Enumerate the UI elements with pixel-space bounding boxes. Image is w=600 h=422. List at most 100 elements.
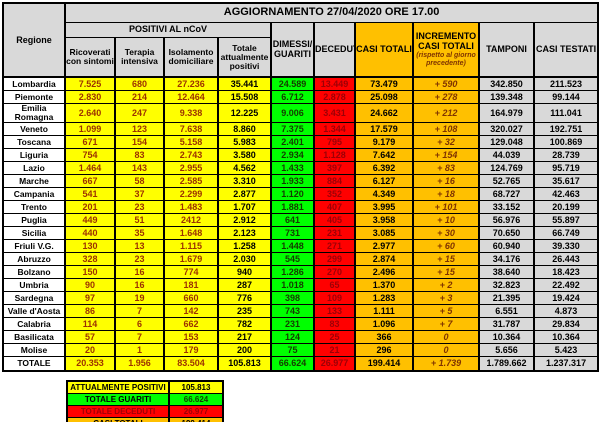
value-cell: 83 — [313, 317, 356, 332]
table-row: Bolzano 150 16 774 940 1.286 270 2.496 + 15 38.64… — [2, 265, 600, 280]
value-cell: + 30 — [412, 226, 480, 241]
region-name: Basilicata — [2, 330, 66, 345]
value-cell: 75 — [270, 343, 315, 358]
value-cell: + 101 — [412, 200, 480, 215]
value-cell: 4.562 — [217, 161, 272, 176]
region-name: Campania — [2, 187, 66, 202]
region-name: Toscana — [2, 135, 66, 150]
value-cell: 352 — [313, 187, 356, 202]
table-row: Umbria 90 16 181 287 1.018 65 1.370 + 2 32.823 22.… — [2, 278, 600, 293]
summary-value: 26.977 — [168, 405, 224, 419]
value-cell: 1.448 — [270, 239, 315, 254]
table-row: Calabria 114 6 662 782 231 83 1.096 + 7 31.787 29.… — [2, 317, 600, 332]
value-cell: 1.648 — [163, 226, 219, 241]
value-cell: 1.096 — [354, 317, 414, 332]
value-cell: 1.433 — [270, 161, 315, 176]
value-cell: 34.176 — [478, 252, 535, 267]
value-cell: 23 — [114, 200, 165, 215]
summary-row-attualmente-positivi: ATTUALMENTE POSITIVI 105.813 — [66, 380, 224, 395]
value-cell: 99.144 — [532, 90, 600, 105]
value-cell: 114 — [64, 317, 116, 332]
value-cell: 366 — [354, 330, 414, 345]
value-cell: 743 — [270, 304, 315, 319]
table-row: Toscana 671 154 5.158 5.983 2.401 795 9.179 + 32… — [2, 135, 600, 150]
summary-label: ATTUALMENTE POSITIVI — [66, 380, 170, 395]
value-cell: 29.834 — [532, 317, 600, 332]
region-name: Puglia — [2, 213, 66, 228]
value-cell: + 10 — [412, 213, 480, 228]
totale-row: TOTALE 20.353 1.956 83.504 105.813 66.624 26.9… — [2, 356, 600, 372]
value-cell: 1.018 — [270, 278, 315, 293]
value-cell: 235 — [217, 304, 272, 319]
value-cell: 3.085 — [354, 226, 414, 241]
value-cell: + 3 — [412, 291, 480, 306]
value-cell: 20 — [64, 343, 116, 358]
table-title: AGGIORNAMENTO 27/04/2020 ORE 17.00 — [63, 2, 600, 23]
value-cell: 150 — [64, 265, 116, 280]
value-cell: 1.128 — [313, 148, 356, 163]
region-name: Sardegna — [2, 291, 66, 306]
value-cell: 37 — [114, 187, 165, 202]
col-header-incremento: INCREMENTO CASI TOTALI (rispetto al gior… — [412, 22, 480, 78]
region-name: Lazio — [2, 161, 66, 176]
value-cell: + 15 — [412, 265, 480, 280]
region-name: Liguria — [2, 148, 66, 163]
table-row: Piemonte 2.830 214 12.464 15.508 6.712 2.878 25… — [2, 90, 600, 105]
value-cell: 270 — [313, 265, 356, 280]
value-cell: 342.850 — [478, 76, 535, 92]
value-cell: 123 — [114, 122, 165, 137]
value-cell: 39.330 — [532, 239, 600, 254]
value-cell: 70.650 — [478, 226, 535, 241]
value-cell: 5.423 — [532, 343, 600, 358]
value-cell: 662 — [163, 317, 219, 332]
value-cell: + 2 — [412, 278, 480, 293]
value-cell: 192.751 — [532, 122, 600, 137]
value-cell: 13.449 — [313, 76, 356, 92]
value-cell: 35.617 — [532, 174, 600, 189]
value-cell: 68.727 — [478, 187, 535, 202]
region-name: Piemonte — [2, 90, 66, 105]
value-cell: 97 — [64, 291, 116, 306]
value-cell: 2.878 — [313, 90, 356, 105]
value-cell: 8.860 — [217, 122, 272, 137]
value-cell: 299 — [313, 252, 356, 267]
col-header-casi-totali: CASI TOTALI — [354, 22, 414, 78]
value-cell: 405 — [313, 213, 356, 228]
value-cell: 782 — [217, 317, 272, 332]
value-cell: 133 — [313, 304, 356, 319]
col-header-ricoverati: Ricoverati con sintomi — [64, 37, 116, 78]
value-cell: 20.353 — [64, 356, 116, 372]
summary-label: CASI TOTALI — [66, 417, 170, 422]
value-cell: 27.236 — [163, 76, 219, 92]
value-cell: 7.375 — [270, 122, 315, 137]
value-cell: 3.995 — [354, 200, 414, 215]
value-cell: 25.098 — [354, 90, 414, 105]
value-cell: 1.933 — [270, 174, 315, 189]
value-cell: 9.338 — [163, 103, 219, 124]
value-cell: 38.640 — [478, 265, 535, 280]
value-cell: 541 — [64, 187, 116, 202]
col-header-totale-positivi: Totale attualmente positivi — [217, 37, 272, 78]
value-cell: 7.638 — [163, 122, 219, 137]
value-cell: 142 — [163, 304, 219, 319]
incremento-note: (rispetto al giorno precedente) — [416, 52, 476, 67]
value-cell: 398 — [270, 291, 315, 306]
value-cell: 109 — [313, 291, 356, 306]
region-name: Umbria — [2, 278, 66, 293]
value-cell: 31.787 — [478, 317, 535, 332]
value-cell: + 590 — [412, 76, 480, 92]
value-cell: 3.310 — [217, 174, 272, 189]
value-cell: 3.958 — [354, 213, 414, 228]
value-cell: + 1.739 — [412, 356, 480, 372]
value-cell: 2.496 — [354, 265, 414, 280]
value-cell: 66.749 — [532, 226, 600, 241]
region-name: Marche — [2, 174, 66, 189]
value-cell: 18.423 — [532, 265, 600, 280]
value-cell: 320.027 — [478, 122, 535, 137]
value-cell: 15.508 — [217, 90, 272, 105]
value-cell: 10.364 — [532, 330, 600, 345]
value-cell: 21.395 — [478, 291, 535, 306]
value-cell: 2.877 — [217, 187, 272, 202]
value-cell: + 83 — [412, 161, 480, 176]
value-cell: 407 — [313, 200, 356, 215]
